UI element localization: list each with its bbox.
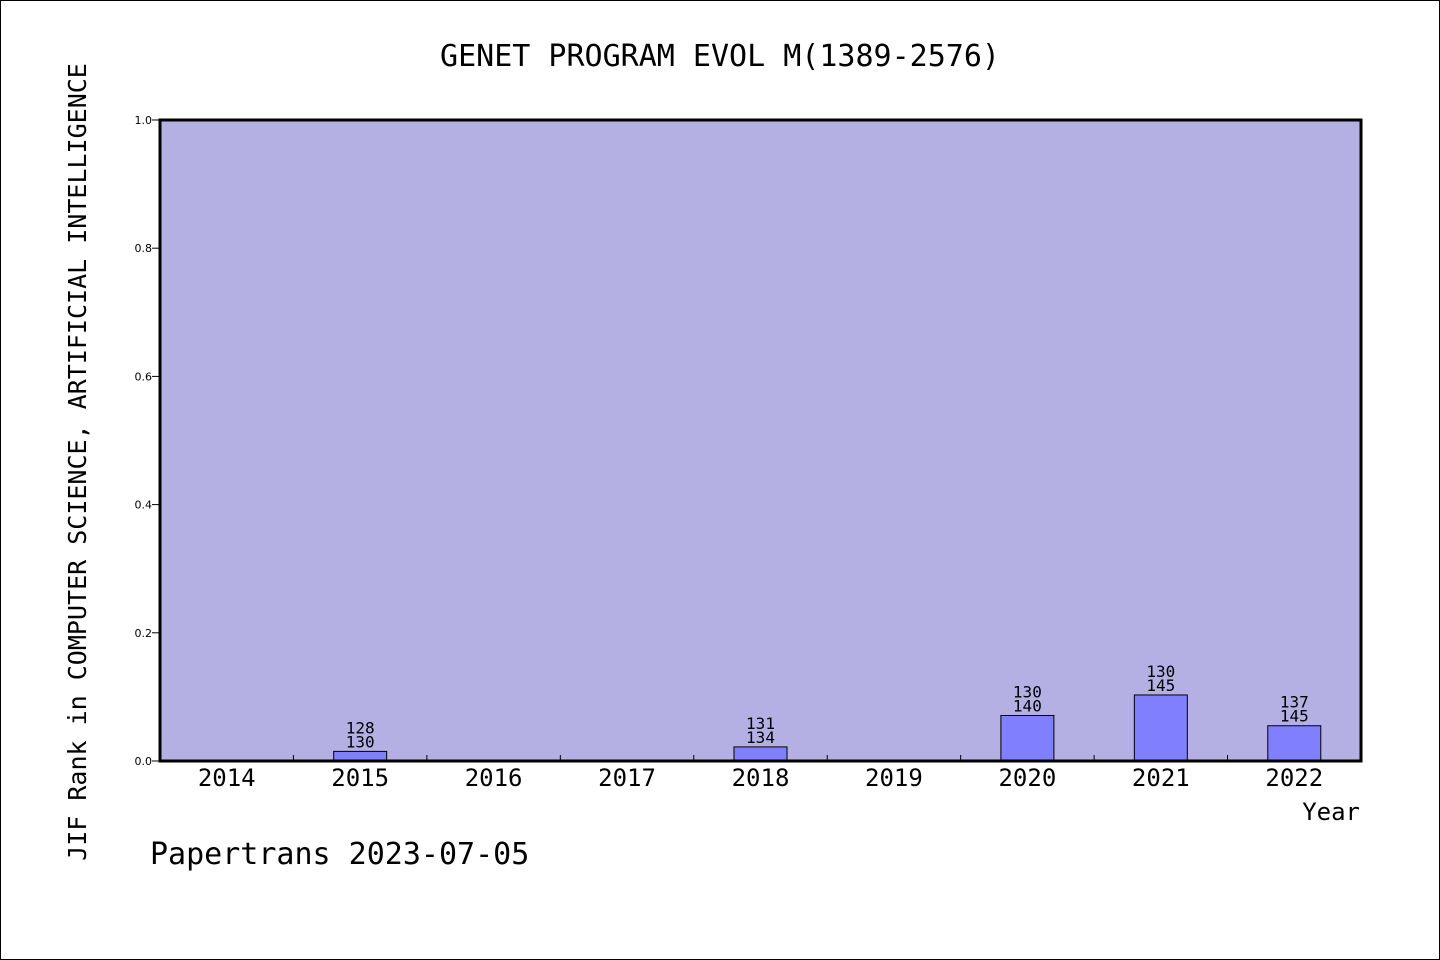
y-axis-ticks: 0.0 0.2 0.4 0.6 0.8 1.0 (135, 114, 160, 768)
y-tick-label: 0.6 (135, 370, 153, 383)
bar-label-lower: 140 (1013, 696, 1042, 715)
x-tick-label: 2015 (331, 764, 389, 792)
bar-label-upper: 130 (1013, 682, 1042, 701)
x-tick-label: 2018 (732, 764, 790, 792)
x-tick-label: 2014 (198, 764, 256, 792)
y-tick-label: 0.0 (135, 755, 153, 768)
y-tick-label: 0.8 (135, 242, 153, 255)
x-tick-label: 2017 (598, 764, 656, 792)
plot-border (158, 118, 1363, 763)
bar (733, 746, 788, 762)
y-axis-label: JIF Rank in COMPUTER SCIENCE, ARTIFICIAL… (63, 63, 92, 861)
x-tick-label: 2020 (998, 764, 1056, 792)
x-tick-label: 2019 (865, 764, 923, 792)
bar-label-lower: 130 (346, 732, 375, 751)
bar-label-lower: 145 (1280, 707, 1309, 726)
bar-label-upper: 128 (346, 718, 375, 737)
x-axis-label: Year (1302, 798, 1360, 826)
footer-credit: Papertrans 2023-07-05 (150, 837, 529, 872)
x-tick-label: 2021 (1132, 764, 1190, 792)
x-axis-ticks: 2014 2015 2016 2017 2018 2019 2020 2021 2022 (198, 755, 1323, 792)
y-tick-label: 1.0 (135, 114, 153, 127)
bar-label-upper: 131 (746, 714, 775, 733)
y-tick-label: 0.4 (135, 499, 153, 512)
bar-label-lower: 134 (746, 728, 775, 747)
bar-label-upper: 137 (1280, 693, 1309, 712)
bar (1133, 694, 1188, 762)
y-tick-label: 0.2 (135, 627, 153, 640)
plot-area (160, 120, 1361, 761)
bar (1000, 714, 1055, 762)
x-tick-label: 2022 (1265, 764, 1323, 792)
chart-title: GENET PROGRAM EVOL M(1389-2576) (440, 39, 1000, 74)
x-tick-label: 2016 (465, 764, 523, 792)
bar (1267, 725, 1322, 762)
bar-label-lower: 145 (1146, 676, 1175, 695)
bar-label-upper: 130 (1146, 662, 1175, 681)
